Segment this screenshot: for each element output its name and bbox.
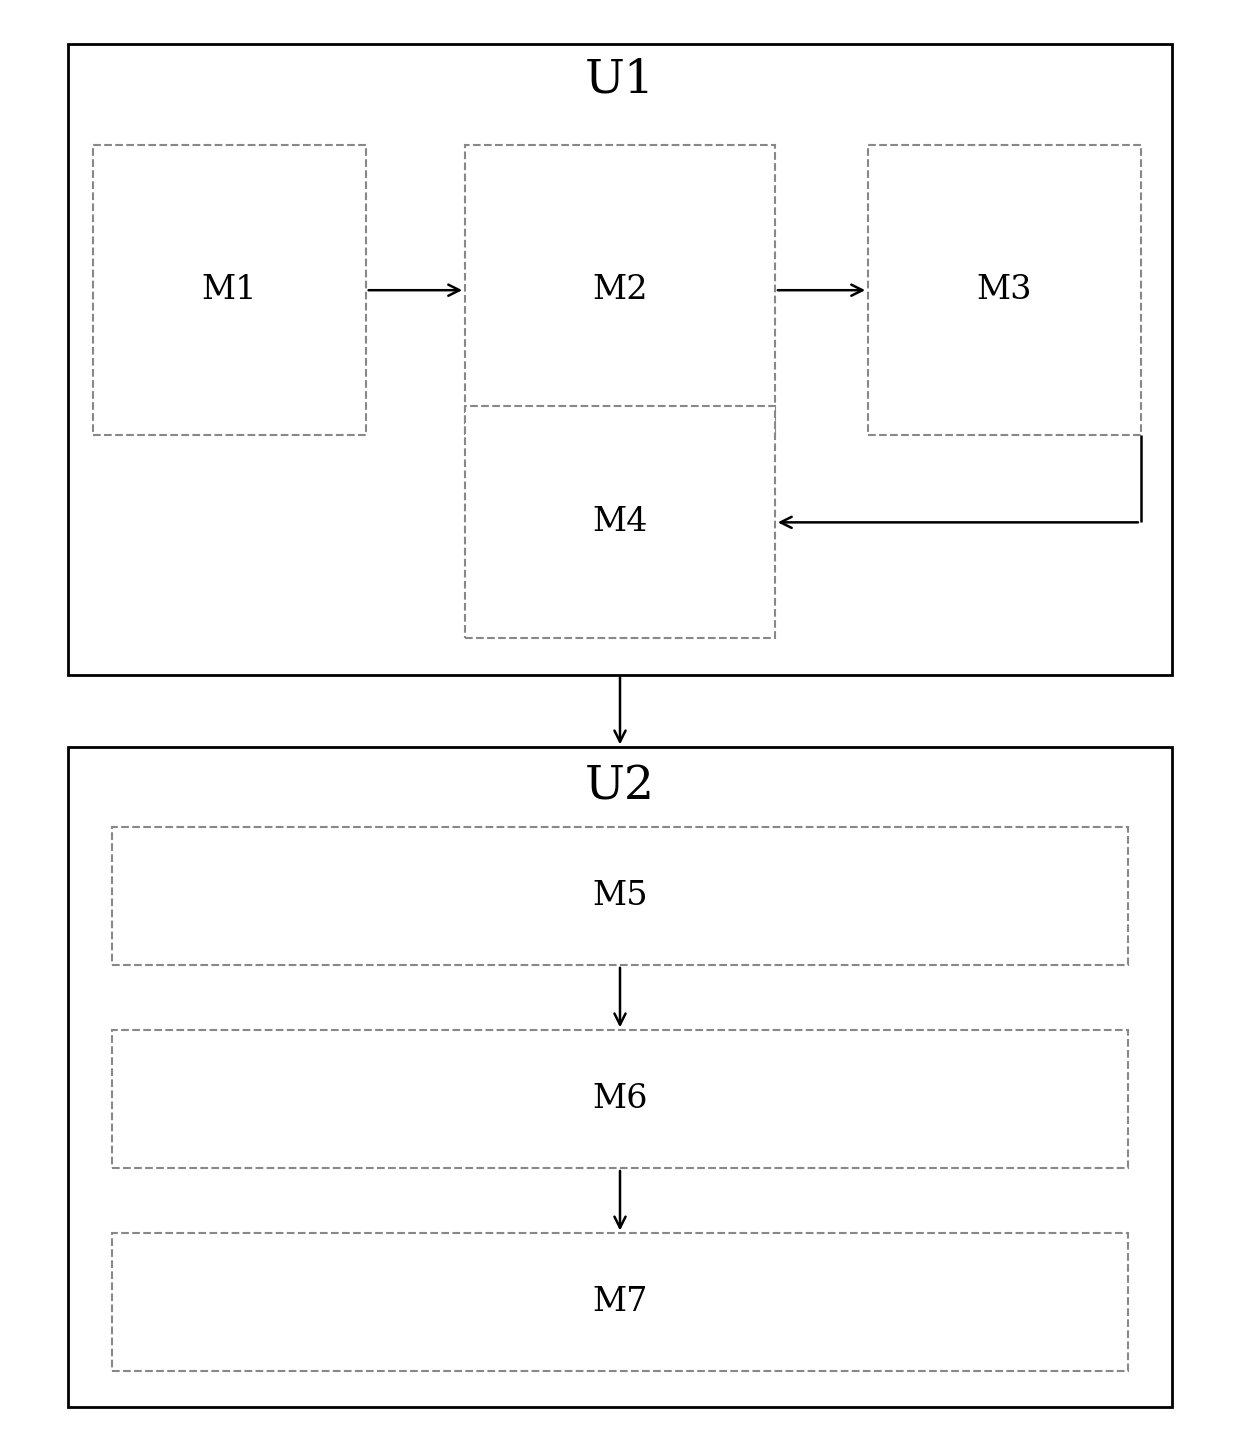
Text: U2: U2 (585, 763, 655, 810)
Bar (112, 1030, 1128, 1168)
Bar (112, 827, 1128, 965)
Text: M6: M6 (593, 1082, 647, 1116)
Bar (868, 145, 1141, 435)
Text: M3: M3 (977, 274, 1032, 306)
Text: M5: M5 (593, 879, 647, 913)
Bar (465, 406, 775, 638)
Bar (68, 44, 1172, 675)
Text: U1: U1 (585, 57, 655, 103)
Bar (68, 747, 1172, 1407)
Text: M2: M2 (593, 274, 647, 306)
Text: M7: M7 (593, 1286, 647, 1319)
Bar (465, 145, 775, 435)
Bar (93, 145, 366, 435)
Text: M1: M1 (202, 274, 257, 306)
Bar (112, 1233, 1128, 1371)
Text: M4: M4 (593, 506, 647, 538)
